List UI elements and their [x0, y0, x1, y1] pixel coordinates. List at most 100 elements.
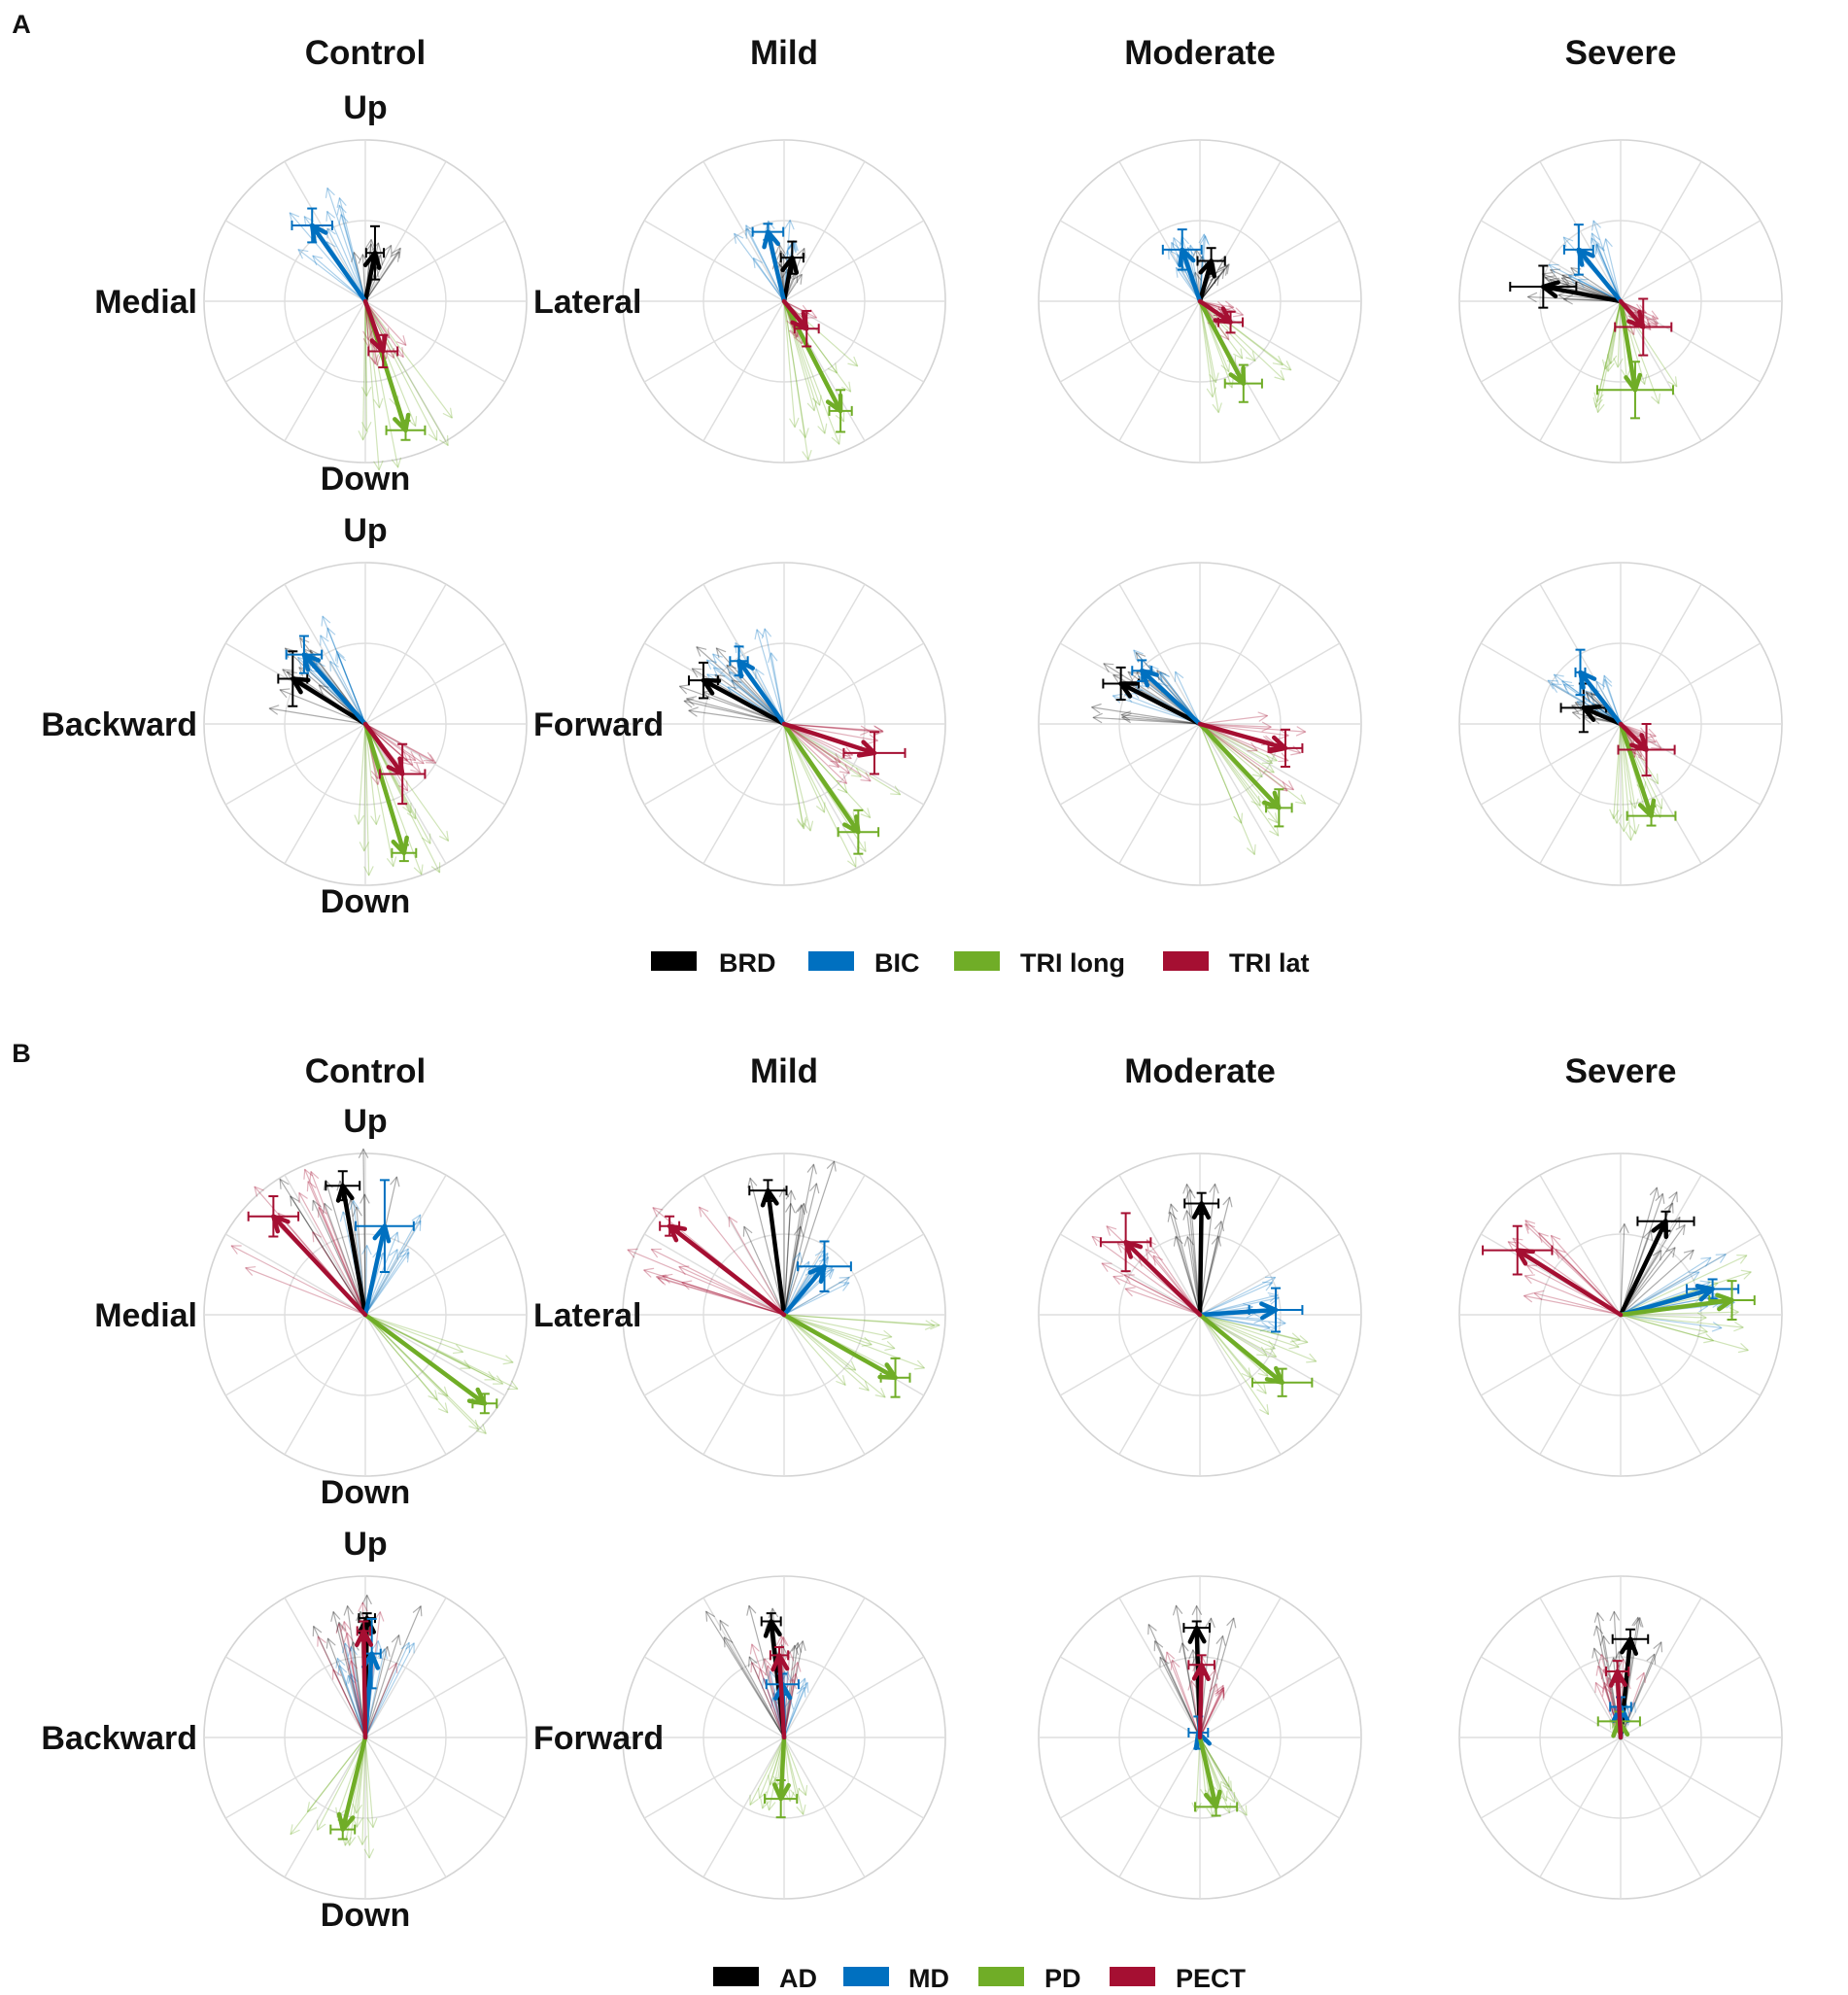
trial-arrow-pect [662, 1275, 785, 1316]
trial-arrow-md [364, 1252, 410, 1316]
trial-arrowhead [1614, 1651, 1625, 1662]
trial-arrowhead [335, 1657, 346, 1668]
trial-arrow-tri-long [1613, 723, 1622, 819]
trial-arrowhead [1116, 1243, 1128, 1254]
trial-arrowhead [655, 1274, 667, 1285]
trial-arrowhead [1683, 1249, 1694, 1260]
trial-arrow-pd [364, 1314, 487, 1434]
trial-arrowhead [817, 423, 828, 434]
trial-arrow-pect [678, 1265, 785, 1316]
mean-arrow-tri-long [1618, 721, 1654, 818]
trial-arrow-tri-long [1617, 300, 1622, 367]
trial-arrow-bic [764, 628, 785, 725]
trial-arrowhead [1561, 680, 1573, 691]
trial-arrowhead [1288, 1339, 1300, 1350]
trial-arrowhead [1268, 1294, 1280, 1305]
polar-cell-mild [734, 219, 859, 461]
trial-arrow-bic [297, 249, 366, 302]
mean-arrow-brd [291, 676, 368, 727]
trial-arrowhead [1593, 1625, 1604, 1636]
mean-arrow-pect [1197, 1663, 1204, 1740]
trial-arrowhead [428, 430, 438, 441]
trial-arrowhead [686, 696, 697, 706]
mean-arrowhead-bic [1139, 668, 1159, 688]
mean-arrowhead-tri-long [391, 835, 409, 856]
trial-arrowhead [289, 212, 300, 224]
trial-arrow-bic [770, 652, 785, 725]
mean-arrow-pd [778, 1735, 787, 1802]
trial-arrowhead [1544, 275, 1556, 286]
trial-arrowhead [1595, 243, 1605, 255]
trial-arrow-brd [1093, 716, 1201, 725]
trial-arrow-ad [1175, 1605, 1201, 1738]
mean-arrowhead-tri-long [842, 814, 861, 835]
mean-arrowhead-tri-long [393, 412, 411, 433]
trial-arrow-bic [752, 258, 785, 302]
trial-arrowhead [358, 430, 368, 441]
trial-arrow-pd [783, 1314, 935, 1326]
mean-arrowhead-brd [291, 676, 311, 695]
trial-arrowhead [347, 1672, 358, 1684]
trial-arrowhead [868, 734, 878, 744]
trial-arrowhead [1604, 361, 1615, 372]
trial-arrowhead [361, 422, 372, 432]
trial-arrowhead [793, 1252, 804, 1263]
trial-arrowhead [326, 227, 336, 239]
polar-cell-severe [1509, 220, 1678, 420]
mean-arrowhead-pd [336, 1811, 356, 1832]
trial-arrowhead [363, 1848, 374, 1859]
trial-arrowhead [303, 216, 314, 227]
trial-arrow-bic [1591, 232, 1622, 302]
mean-arrowhead-bic [1178, 247, 1196, 267]
axis-label-left: Medial [94, 1297, 197, 1334]
trial-arrowhead [838, 764, 850, 774]
trial-arrow-ad [1620, 1187, 1658, 1316]
trial-arrowhead [299, 636, 310, 648]
trial-arrowhead [336, 197, 347, 209]
trial-arrowhead [784, 219, 795, 230]
mean-arrow-pd [362, 1312, 488, 1406]
trial-arrowhead [799, 428, 809, 438]
trial-arrow-pd [1620, 1314, 1708, 1333]
trial-arrow-ad [783, 1645, 796, 1738]
mean-arrowhead-tri-long [825, 393, 843, 414]
trial-arrowhead [1591, 1647, 1602, 1659]
trial-arrow-tri-long [364, 723, 370, 876]
trial-arrow-tri-long [783, 723, 857, 868]
trial-arrow-pect [1171, 1660, 1201, 1738]
polar-cell-mild [705, 1604, 809, 1819]
trial-arrowhead [727, 686, 738, 697]
trial-arrowhead [796, 247, 806, 259]
mean-arrow-ad [766, 1187, 787, 1318]
trial-arrowhead [1598, 1653, 1609, 1665]
mean-arrowhead-brd [701, 677, 722, 696]
trial-arrowhead [282, 669, 293, 679]
trial-arrowhead [1145, 1248, 1156, 1259]
trial-arrow-tri-long [364, 300, 438, 441]
trial-arrowhead [847, 356, 859, 367]
mean-arrow-pd [1618, 1297, 1734, 1318]
trial-arrowhead [1196, 256, 1208, 266]
trial-arrowhead [1628, 798, 1639, 809]
trial-arrow-ad [783, 1203, 805, 1316]
trial-arrow-pect [332, 1668, 366, 1738]
mean-arrow-bic [736, 659, 787, 727]
trial-arrow-bic [1548, 263, 1622, 302]
trial-arrow-pd [1199, 1314, 1251, 1379]
trial-arrowhead [1652, 1250, 1662, 1261]
trial-arrowhead [484, 1371, 496, 1381]
trial-arrowhead [1106, 1225, 1117, 1236]
trial-arrowhead [742, 1225, 753, 1237]
trial-arrow-pd [361, 1737, 366, 1845]
trial-arrowhead [365, 243, 376, 255]
trial-arrow-ad [1199, 1196, 1231, 1316]
trial-arrowhead [858, 1381, 870, 1392]
trial-arrowhead [818, 1256, 830, 1268]
trial-arrowhead [1123, 1274, 1135, 1284]
trial-arrow-bic [326, 211, 366, 302]
trial-arrow-tri-long [783, 723, 804, 829]
trial-arrowhead [1649, 773, 1660, 785]
trial-arrow-bic [320, 635, 366, 725]
trial-arrowhead [279, 688, 291, 698]
axis-label-down: Down [321, 1897, 411, 1934]
